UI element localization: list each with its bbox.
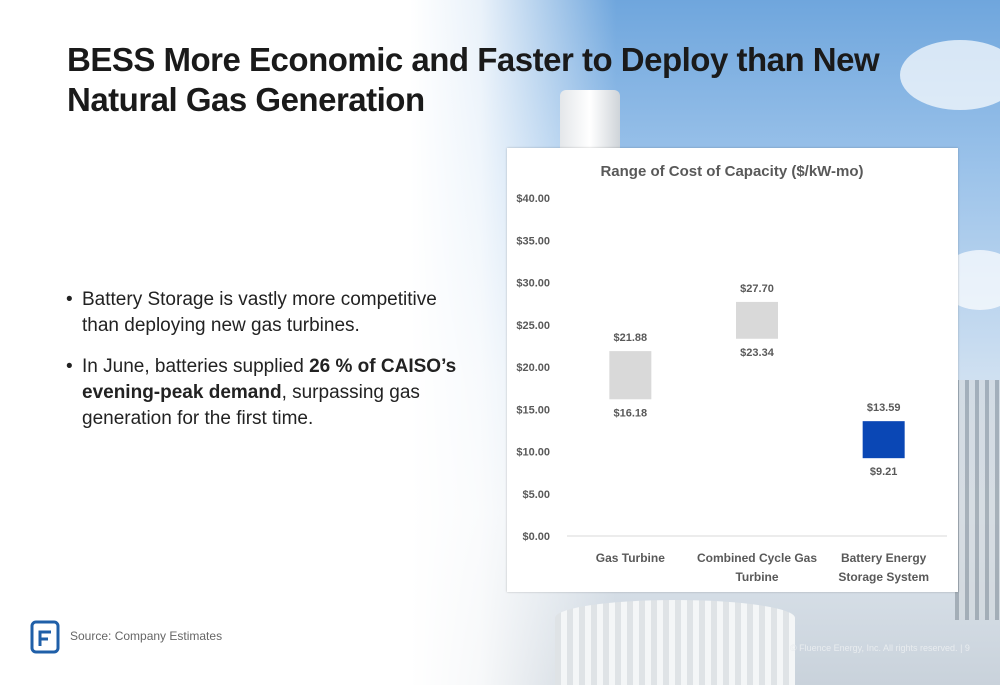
- low-value-label: $16.18: [614, 407, 648, 419]
- chart-svg: Range of Cost of Capacity ($/kW-mo) $0.00…: [516, 163, 947, 584]
- bullet-list: Battery Storage is vastly more competiti…: [62, 287, 462, 447]
- y-tick-label: $35.00: [516, 235, 550, 247]
- page-number: 9: [964, 643, 970, 653]
- storage-tank: [555, 600, 795, 685]
- y-tick-label: $5.00: [522, 489, 550, 501]
- low-value-label: $23.34: [740, 347, 775, 359]
- bullet-text: In June, batteries supplied: [82, 356, 310, 377]
- category-label: Battery Energy: [841, 551, 927, 565]
- category-label: Turbine: [735, 570, 778, 584]
- category-label: Combined Cycle Gas: [697, 551, 817, 565]
- copyright-text: © Fluence Energy, Inc. All rights reserv…: [790, 643, 958, 653]
- range-bar: [609, 351, 652, 400]
- y-tick-label: $20.00: [516, 362, 550, 374]
- y-tick-label: $25.00: [516, 320, 550, 332]
- slide-title: BESS More Economic and Faster to Deploy …: [67, 41, 880, 118]
- high-value-label: $13.59: [867, 402, 901, 414]
- y-tick-label: $40.00: [516, 193, 550, 205]
- y-tick-label: $0.00: [522, 531, 550, 543]
- chart-title: Range of Cost of Capacity ($/kW-mo): [600, 163, 863, 180]
- low-value-label: $9.21: [870, 466, 898, 478]
- bullet-item: In June, batteries supplied 26 % of CAIS…: [62, 354, 462, 432]
- pipework: [955, 380, 1000, 620]
- high-value-label: $27.70: [740, 283, 774, 295]
- y-tick-label: $10.00: [516, 447, 550, 459]
- y-tick-label: $30.00: [516, 278, 550, 290]
- bullet-text: , surpassing gas generation for the firs…: [82, 382, 420, 429]
- bullet-emphasis: 26 % of CAISO’s evening-peak demand: [82, 356, 457, 403]
- cloud: [900, 40, 1000, 110]
- bullet-text: Battery Storage is vastly more competiti…: [82, 289, 437, 336]
- bullet-item: Battery Storage is vastly more competiti…: [62, 287, 462, 339]
- category-label: Storage System: [838, 570, 929, 584]
- cost-chart: Range of Cost of Capacity ($/kW-mo) $0.00…: [507, 148, 958, 592]
- high-value-label: $21.88: [614, 332, 648, 344]
- copyright-footer: © Fluence Energy, Inc. All rights reserv…: [790, 643, 970, 653]
- category-label: Gas Turbine: [596, 551, 665, 565]
- fluence-logo-icon: [30, 620, 60, 654]
- range-bar: [862, 421, 905, 459]
- y-tick-label: $15.00: [516, 404, 550, 416]
- source-note: Source: Company Estimates: [70, 629, 223, 643]
- range-bar: [736, 301, 778, 339]
- separator: |: [960, 643, 965, 653]
